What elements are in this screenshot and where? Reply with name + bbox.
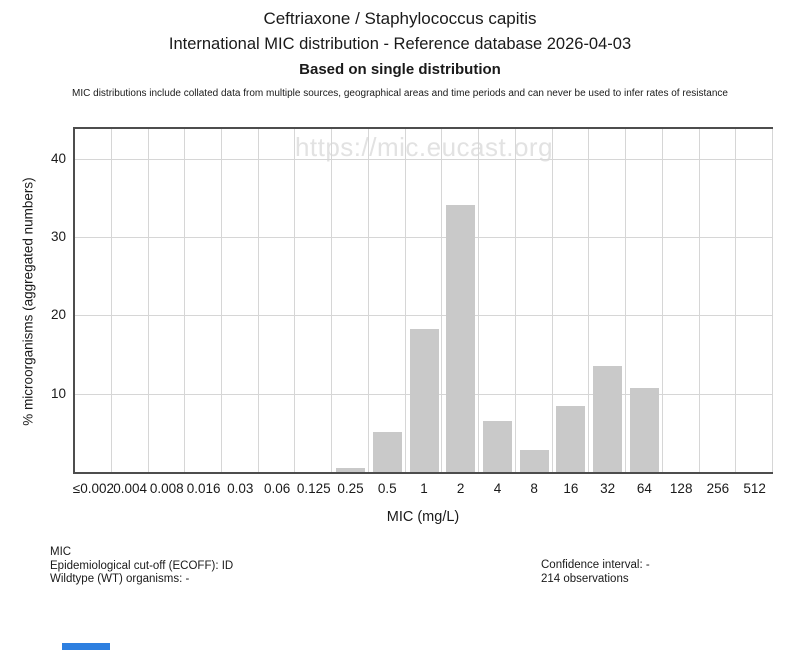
bar-64 [629, 387, 659, 472]
footer-left-block: MIC Epidemiological cut-off (ECOFF): ID … [50, 546, 233, 587]
footer-ecoff-line: Epidemiological cut-off (ECOFF): ID [50, 559, 234, 572]
x-axis-tick-labels: ≤0.002 0.004 0.008 0.016 0.03 0.06 0.125 0.25 0.… [73, 481, 773, 499]
v-gridline [404, 129, 406, 472]
v-gridline [184, 129, 186, 472]
h-gridline [75, 237, 773, 239]
bar-2 [446, 204, 476, 472]
footer-observations-line: 214 observations [541, 572, 629, 585]
y-tick-label: 30 [50, 229, 66, 245]
page-subtitle: International MIC distribution - Referen… [168, 35, 632, 53]
v-gridline [147, 129, 149, 472]
bar-16 [556, 406, 586, 472]
disclaimer-text: MIC distributions include collated data … [72, 88, 728, 99]
bar-32 [593, 365, 623, 472]
x-tick-label: 512 [743, 481, 766, 496]
x-tick-label: 0.004 [113, 481, 147, 496]
footer-wildtype-line: Wildtype (WT) organisms: - [50, 573, 190, 585]
page-title: Ceftriaxone / Staphylococcus capitis [263, 9, 537, 28]
x-tick-label: 8 [530, 481, 538, 496]
bar-0.25 [336, 468, 365, 472]
y-axis-tick-labels: 10 20 30 40 [0, 127, 66, 474]
v-gridline [257, 129, 259, 472]
x-tick-label: 2 [456, 481, 465, 496]
h-gridline [75, 315, 773, 317]
y-tick-label: 40 [50, 150, 66, 166]
h-gridline [75, 158, 773, 160]
bar-4 [483, 420, 512, 472]
v-gridline [698, 129, 700, 472]
x-tick-label: 0.016 [186, 481, 221, 496]
y-tick-label: 10 [50, 385, 66, 401]
y-tick-label: 20 [50, 307, 66, 323]
v-gridline [331, 129, 333, 472]
x-tick-label: 0.06 [263, 481, 291, 496]
bar-8 [519, 450, 549, 472]
x-tick-label: 64 [636, 481, 652, 496]
x-tick-label: 1 [420, 481, 428, 496]
v-gridline [661, 129, 663, 472]
v-gridline [294, 129, 296, 472]
x-tick-label: 0.008 [149, 481, 184, 496]
distribution-mode-heading: Based on single distribution [299, 61, 501, 78]
v-gridline [551, 129, 553, 472]
x-axis-title: MIC (mg/L) [386, 509, 460, 525]
v-gridline [514, 129, 516, 472]
bar-0.5 [372, 431, 402, 472]
v-gridline [588, 129, 590, 472]
v-gridline [367, 129, 369, 472]
v-gridline [735, 129, 737, 472]
footer-right-block: Confidence interval: - 214 observations [541, 559, 650, 586]
x-tick-label: 128 [669, 481, 693, 496]
plot-area: https://mic.eucast.org [73, 127, 773, 474]
v-gridline [110, 129, 112, 472]
bottom-blue-bar [62, 643, 110, 650]
v-gridline [441, 129, 443, 472]
x-tick-label: 0.125 [296, 481, 331, 496]
x-tick-label: 4 [493, 481, 502, 496]
footer-mic-heading: MIC [50, 546, 72, 558]
x-tick-label: 0.25 [337, 481, 364, 496]
v-gridline [625, 129, 627, 472]
v-gridline [220, 129, 222, 472]
x-tick-label: 0.5 [377, 481, 397, 496]
footer-confidence-interval-line: Confidence interval: - [541, 559, 650, 571]
v-gridline [478, 129, 480, 472]
x-tick-label: 16 [563, 481, 579, 496]
bar-1 [409, 329, 439, 472]
x-tick-label: 0.03 [227, 481, 254, 496]
x-tick-label: 256 [706, 481, 730, 496]
x-tick-label: 32 [600, 481, 616, 496]
v-gridline [772, 129, 773, 472]
watermark: https://mic.eucast.org [294, 132, 554, 162]
x-tick-label: ≤0.002 [72, 481, 114, 496]
